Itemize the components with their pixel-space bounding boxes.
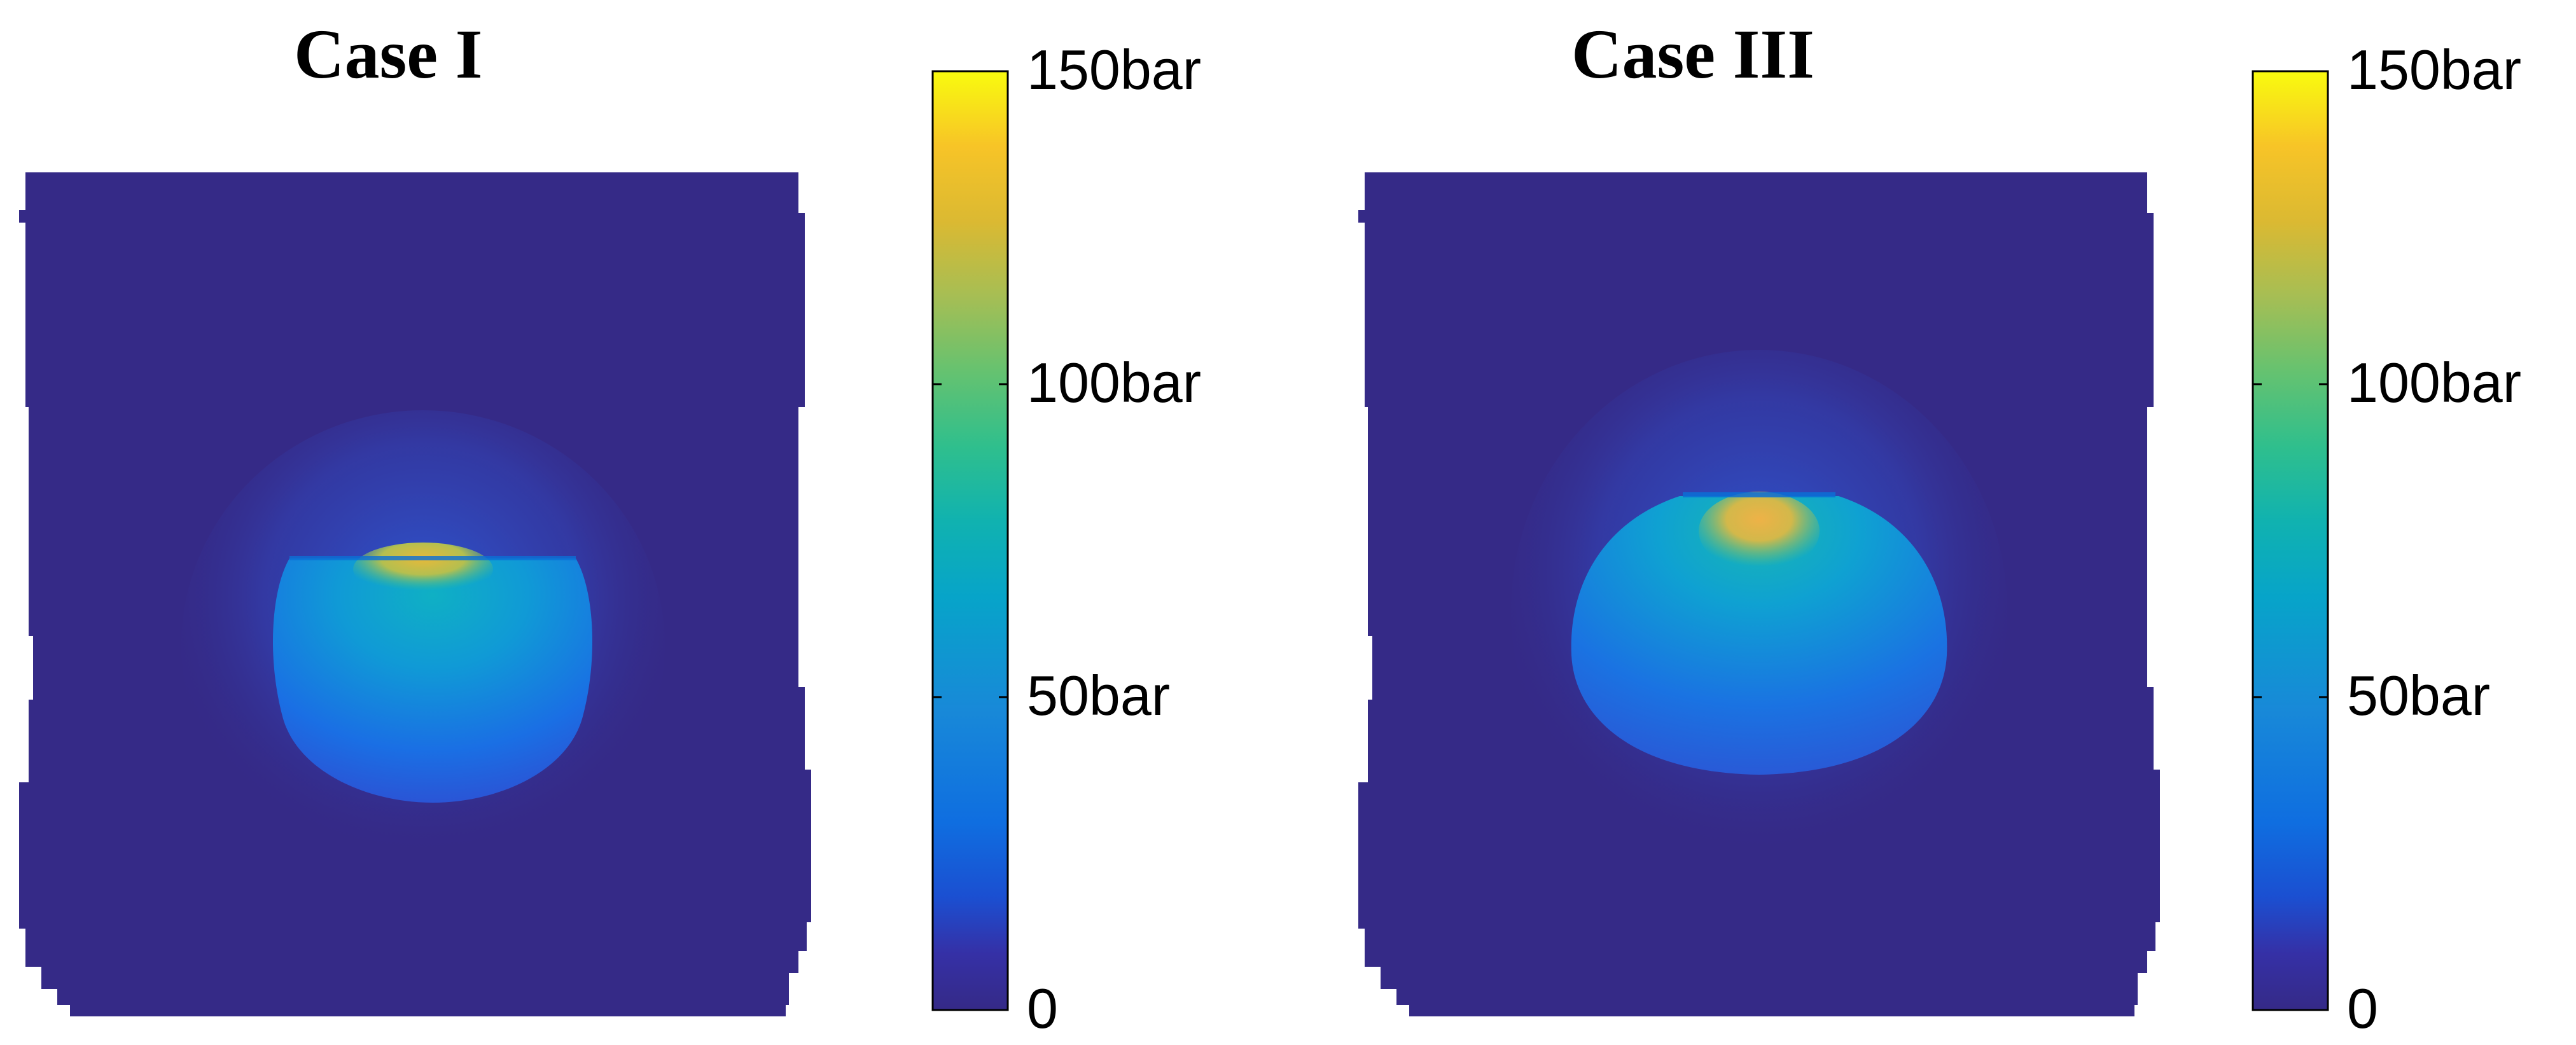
- colorbar-tick-label: 50bar: [2347, 664, 2491, 727]
- colorbar-tick-label: 150bar: [2347, 38, 2522, 101]
- panel-title-case-1: Case I: [294, 15, 483, 93]
- colorbar-gradient: [931, 70, 1009, 1011]
- colorbar-tick-label: 0: [1027, 977, 1058, 1040]
- colorbar-tick-label: 100bar: [2347, 351, 2522, 414]
- pressure-front: [289, 556, 576, 560]
- colorbar-ticks: [2253, 383, 2328, 698]
- colorbar-ticks: [933, 383, 1008, 698]
- colorbar-case-3: [2252, 70, 2329, 1011]
- pressure-front: [1683, 492, 1835, 497]
- pressure-peak: [353, 543, 493, 596]
- heatmap-case-1: [19, 172, 811, 1016]
- pressure-peak: [1699, 492, 1820, 571]
- colorbar-tick-label: 0: [2347, 977, 2378, 1040]
- pressure-bulb: [272, 558, 593, 803]
- colorbar-gradient: [2252, 70, 2329, 1011]
- colorbar-tick-label: 50bar: [1027, 664, 1171, 727]
- colorbar-case-1: [931, 70, 1009, 1011]
- pressure-bulb: [1571, 496, 1947, 775]
- panel-title-case-3: Case III: [1571, 15, 1814, 93]
- colorbar-tick-label: 150bar: [1027, 38, 1202, 101]
- heatmap-case-3: [1358, 172, 2160, 1016]
- colorbar-tick-label: 100bar: [1027, 351, 1202, 414]
